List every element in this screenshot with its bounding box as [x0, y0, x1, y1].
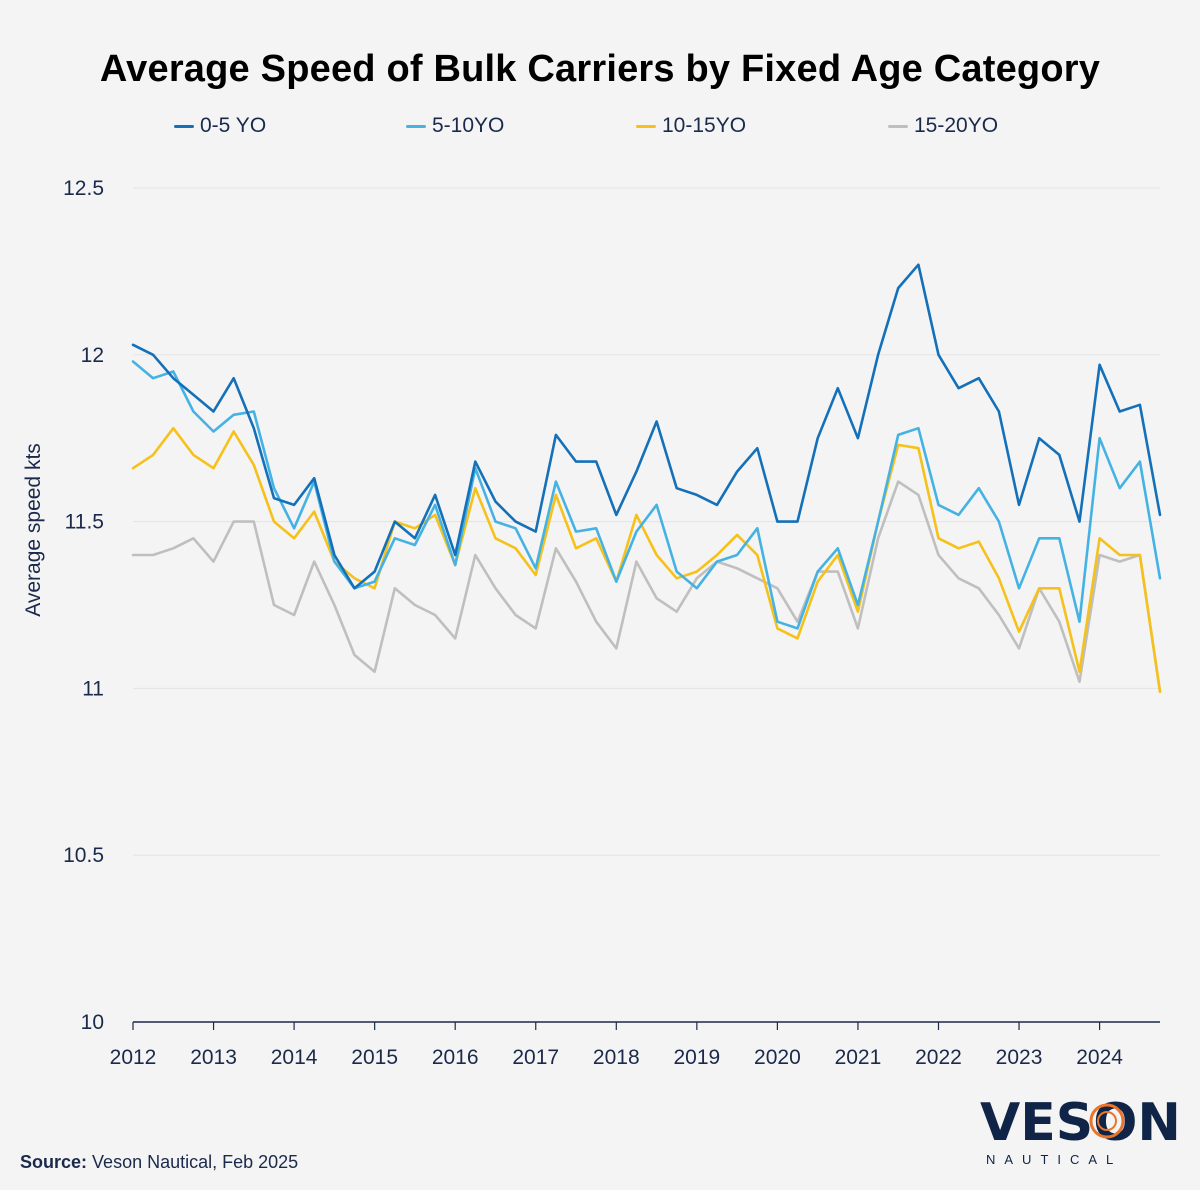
legend-label-15-20yo: 15-20YO — [914, 114, 999, 137]
x-tick-label: 2014 — [271, 1046, 318, 1069]
y-tick-label: 11 — [82, 677, 104, 700]
x-tick-label: 2023 — [996, 1046, 1043, 1069]
logo-wordmark: VESON — [980, 1093, 1180, 1153]
logo-ring-inner — [1097, 1111, 1117, 1131]
x-tick-label: 2024 — [1076, 1046, 1123, 1069]
logo-subtitle: NAUTICAL — [986, 1152, 1122, 1167]
y-tick-label: 12 — [81, 344, 104, 367]
logo-graphic: VESON NAUTICAL — [980, 1093, 1180, 1167]
x-tick-label: 2019 — [673, 1046, 720, 1069]
y-tick-label: 10.5 — [63, 844, 104, 867]
logo-ring — [1089, 1103, 1125, 1139]
veson-logo: VESON NAUTICAL — [980, 1092, 1180, 1172]
series-line-15-20yo — [131, 480, 1162, 694]
legend-swatch-5-10yo — [406, 124, 426, 128]
legend-item-0-5yo: 0-5 YO — [174, 114, 266, 138]
x-tick-label: 2017 — [512, 1046, 559, 1069]
x-tick-label: 2020 — [754, 1046, 801, 1069]
legend-label-0-5yo: 0-5 YO — [200, 114, 267, 137]
x-tick-label: 2015 — [351, 1046, 398, 1069]
x-tick-label: 2012 — [110, 1046, 157, 1069]
series-line-10-15yo — [131, 426, 1162, 694]
source-label: Source: — [20, 1152, 88, 1172]
y-tick-label: 11.5 — [65, 511, 104, 534]
legend-swatch-0-5yo — [174, 124, 194, 128]
x-tick-label: 2016 — [432, 1046, 479, 1069]
x-tick-label: 2022 — [915, 1046, 962, 1069]
legend-item-15-20yo: 15-20YO — [888, 114, 998, 138]
legend-label-5-10yo: 5-10YO — [432, 114, 505, 137]
chart-title: Average Speed of Bulk Carriers by Fixed … — [99, 48, 1101, 90]
legend-swatch-10-15yo — [636, 124, 656, 128]
legend: 0-5 YO 5-10YO 10-15YO 15-20YO — [0, 114, 1200, 144]
legend-item-10-15yo: 10-15YO — [636, 114, 746, 138]
x-tick-label: 2013 — [190, 1046, 237, 1069]
x-tick-label: 2021 — [835, 1046, 882, 1069]
y-tick-label: 12.5 — [63, 177, 104, 200]
legend-swatch-15-20yo — [888, 124, 908, 128]
legend-item-5-10yo: 5-10YO — [406, 114, 504, 138]
series-line-0-5yo — [131, 263, 1162, 590]
x-tick-label: 2018 — [593, 1046, 640, 1069]
legend-label-10-15yo: 10-15YO — [662, 114, 747, 137]
source-text: Veson Nautical, Feb 2025 — [92, 1152, 299, 1172]
y-tick-label: 10 — [81, 1011, 104, 1034]
series-line-5-10yo — [131, 360, 1162, 630]
source-note: Source: Veson Nautical, Feb 2025 — [20, 1152, 298, 1173]
